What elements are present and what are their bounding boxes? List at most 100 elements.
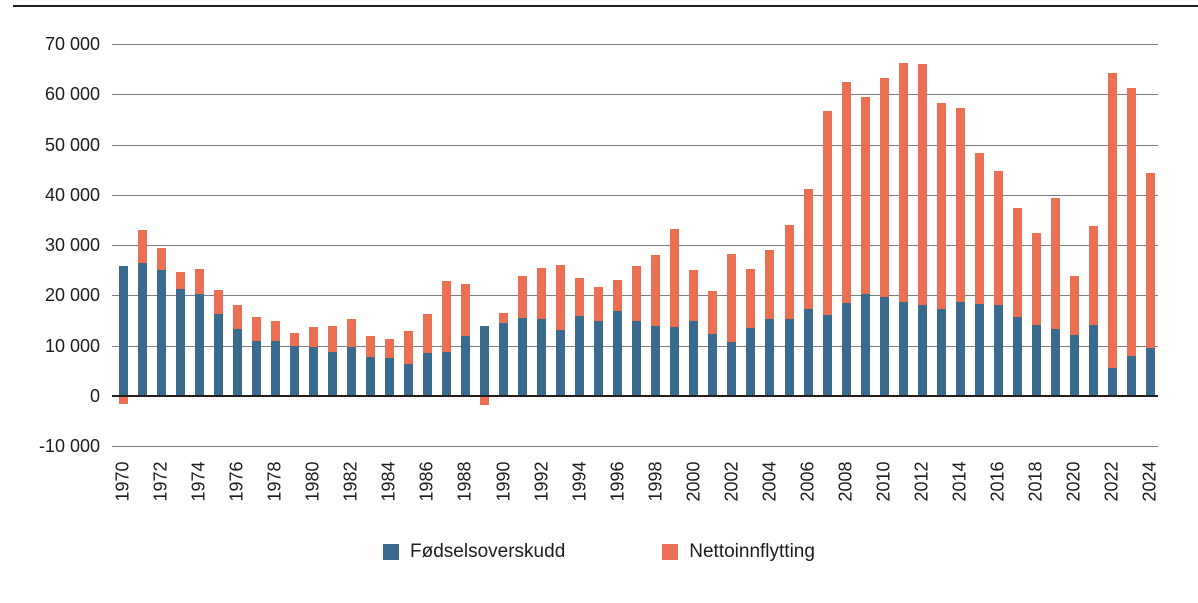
bar-segment-nettoinnflytting-1980: [308, 326, 318, 348]
bar-segment-fodselsoverskudd-1990: [499, 322, 509, 396]
bar-segment-fodselsoverskudd-1972: [156, 269, 166, 396]
bar-segment-fodselsoverskudd-1994: [575, 316, 585, 396]
bar-segment-fodselsoverskudd-1988: [461, 336, 470, 396]
bar-segment-nettoinnflytting-1991: [518, 275, 528, 318]
bar-segment-nettoinnflytting-1993: [556, 265, 566, 331]
bar-segment-fodselsoverskudd-1976: [232, 328, 242, 396]
bar-segment-nettoinnflytting-2002: [727, 254, 737, 343]
bar-segment-nettoinnflytting-2022: [1107, 72, 1117, 369]
bar-segment-nettoinnflytting-2010: [879, 78, 889, 297]
bar-segment-fodselsoverskudd-1973: [175, 288, 185, 396]
bar-segment-nettoinnflytting-2004: [765, 250, 775, 319]
bar-segment-nettoinnflytting-1975: [213, 289, 223, 315]
bar-segment-fodselsoverskudd-2018: [1031, 325, 1041, 396]
bar-segment-fodselsoverskudd-2017: [1012, 316, 1022, 396]
legend: Fødselsoverskudd Nettoinnflytting: [0, 541, 1198, 563]
bar-segment-fodselsoverskudd-2023: [1127, 355, 1136, 396]
bar-segment-nettoinnflytting-1977: [251, 316, 261, 341]
bar-segment-nettoinnflytting-2007: [822, 111, 832, 315]
bar-segment-fodselsoverskudd-2004: [765, 318, 775, 396]
bar-segment-nettoinnflytting-2006: [803, 188, 813, 309]
bar-segment-fodselsoverskudd-1985: [403, 364, 413, 396]
bar-segment-fodselsoverskudd-2013: [936, 308, 946, 396]
bar-segment-fodselsoverskudd-1970: [118, 266, 128, 396]
bar-segment-fodselsoverskudd-1984: [384, 358, 394, 396]
bar-segment-fodselsoverskudd-1992: [537, 319, 547, 396]
bar-segment-nettoinnflytting-1997: [632, 265, 642, 321]
bar-segment-nettoinnflytting-2018: [1031, 233, 1041, 326]
bar-segment-nettoinnflytting-2016: [993, 171, 1003, 305]
bar-segment-fodselsoverskudd-2021: [1088, 325, 1098, 396]
bar-segment-fodselsoverskudd-1991: [518, 317, 528, 396]
bar-segment-fodselsoverskudd-2009: [860, 293, 870, 396]
bar-segment-fodselsoverskudd-2015: [974, 304, 984, 396]
gridline: [112, 144, 1158, 146]
bar-segment-fodselsoverskudd-1989: [480, 325, 489, 396]
bar-segment-nettoinnflytting-2009: [860, 96, 870, 294]
y-axis-tick-label: 50 000: [44, 134, 100, 155]
bar-segment-nettoinnflytting-1986: [422, 313, 432, 353]
legend-swatch-nettoinnflytting-icon: [662, 544, 679, 560]
legend-swatch-fodselsoverskudd-icon: [383, 544, 400, 560]
bar-segment-nettoinnflytting-1994: [575, 277, 585, 317]
bar-segment-nettoinnflytting-2015: [974, 152, 984, 305]
bar-segment-nettoinnflytting-1978: [270, 321, 280, 341]
bar-segment-fodselsoverskudd-1974: [194, 294, 204, 396]
bar-segment-fodselsoverskudd-1995: [594, 320, 604, 396]
bar-segment-nettoinnflytting-1996: [613, 280, 623, 311]
bar-segment-nettoinnflytting-1983: [365, 335, 375, 358]
bar-segment-nettoinnflytting-1987: [442, 280, 451, 353]
bar-segment-nettoinnflytting-1973: [175, 272, 185, 289]
bar-segment-fodselsoverskudd-1986: [422, 352, 432, 396]
bar-segment-fodselsoverskudd-1975: [213, 314, 223, 396]
y-axis-tick-label: 30 000: [44, 235, 100, 256]
bar-segment-fodselsoverskudd-1998: [651, 325, 661, 396]
bar-segment-fodselsoverskudd-2011: [898, 301, 908, 396]
bar-segment-fodselsoverskudd-2019: [1050, 329, 1060, 396]
bar-segment-fodselsoverskudd-2005: [784, 319, 794, 396]
y-axis-tick-label: 20 000: [44, 285, 100, 306]
bar-segment-fodselsoverskudd-1997: [632, 320, 642, 396]
gridline: [112, 44, 1158, 46]
y-axis-tick-label: 70 000: [44, 34, 100, 55]
y-axis-tick-label: 60 000: [44, 84, 100, 105]
bar-segment-nettoinnflytting-2014: [955, 107, 965, 303]
bar-segment-fodselsoverskudd-2020: [1069, 334, 1079, 396]
legend-label-nettoinnflytting: Nettoinnflytting: [689, 541, 815, 562]
bar-segment-nettoinnflytting-2008: [841, 81, 851, 304]
y-axis-tick-label: 0: [89, 386, 100, 406]
legend-label-fodselsoverskudd: Fødselsoverskudd: [410, 541, 566, 562]
y-axis-tick-label: 10 000: [44, 335, 100, 356]
bar-segment-fodselsoverskudd-2001: [708, 333, 718, 396]
bar-segment-fodselsoverskudd-2012: [917, 305, 927, 396]
bar-segment-nettoinnflytting-2005: [784, 224, 794, 320]
bar-segment-nettoinnflytting-1985: [403, 331, 413, 365]
bar-segment-nettoinnflytting-2019: [1050, 198, 1060, 330]
y-axis-tick-label: 40 000: [44, 184, 100, 205]
bar-segment-nettoinnflytting-1999: [670, 229, 680, 327]
gridline: [112, 194, 1158, 196]
bar-segment-nettoinnflytting-2012: [917, 63, 927, 306]
bar-segment-nettoinnflytting-1995: [594, 287, 604, 321]
bar-segment-nettoinnflytting-1998: [651, 255, 661, 326]
bar-segment-nettoinnflytting-1971: [137, 229, 147, 263]
bar-segment-nettoinnflytting-2021: [1088, 225, 1098, 326]
bar-segment-nettoinnflytting-2020: [1069, 276, 1079, 335]
bar-segment-fodselsoverskudd-1979: [289, 345, 299, 396]
bar-segment-nettoinnflytting-2013: [936, 103, 946, 309]
bar-segment-fodselsoverskudd-1982: [346, 346, 356, 396]
bar-segment-fodselsoverskudd-1987: [442, 352, 451, 396]
gridline: [112, 94, 1158, 96]
bar-segment-fodselsoverskudd-2016: [993, 304, 1003, 396]
bar-segment-nettoinnflytting-2024: [1146, 173, 1155, 349]
bar-segment-nettoinnflytting-1988: [461, 283, 470, 337]
bar-segment-nettoinnflytting-1984: [384, 338, 394, 359]
bar-segment-fodselsoverskudd-1993: [556, 330, 566, 396]
bar-segment-nettoinnflytting-1982: [346, 318, 356, 347]
bar-segment-fodselsoverskudd-1978: [270, 340, 280, 396]
x-axis-tick-label-text: 2024: [1139, 460, 1160, 502]
y-axis-tick-label: -10 000: [38, 436, 100, 457]
bar-segment-fodselsoverskudd-1980: [308, 347, 318, 396]
